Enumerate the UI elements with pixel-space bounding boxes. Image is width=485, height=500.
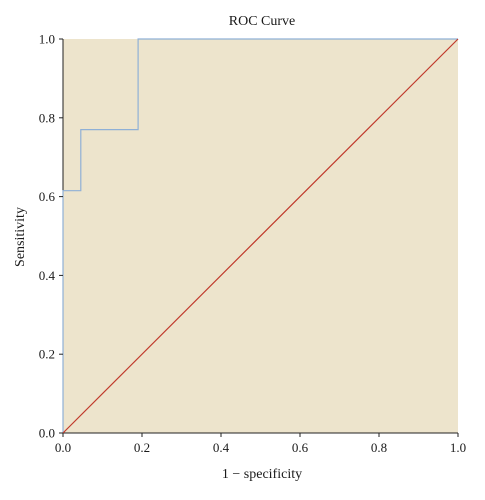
y-tick-label: 0.2 xyxy=(39,347,55,362)
y-tick-label: 0.4 xyxy=(39,268,56,283)
y-tick-label: 0.6 xyxy=(39,189,56,204)
y-axis-title: Sensitivity xyxy=(13,207,28,267)
x-tick-label: 0.0 xyxy=(55,440,71,455)
x-axis-title: 1 − specificity xyxy=(222,467,302,482)
roc-curve-line xyxy=(62,38,458,433)
x-tick-label: 1.0 xyxy=(450,440,466,455)
x-tick-label: 0.8 xyxy=(371,440,387,455)
y-tick-label: 0.8 xyxy=(39,110,55,125)
chart-title: ROC Curve xyxy=(229,14,296,29)
x-tick-label: 0.2 xyxy=(134,440,150,455)
x-tick-label: 0.6 xyxy=(292,440,309,455)
reference-diagonal-line xyxy=(62,38,459,434)
y-tick-label: 1.0 xyxy=(39,32,55,47)
y-tick-label: 0.0 xyxy=(39,426,55,441)
x-tick-label: 0.4 xyxy=(213,440,230,455)
